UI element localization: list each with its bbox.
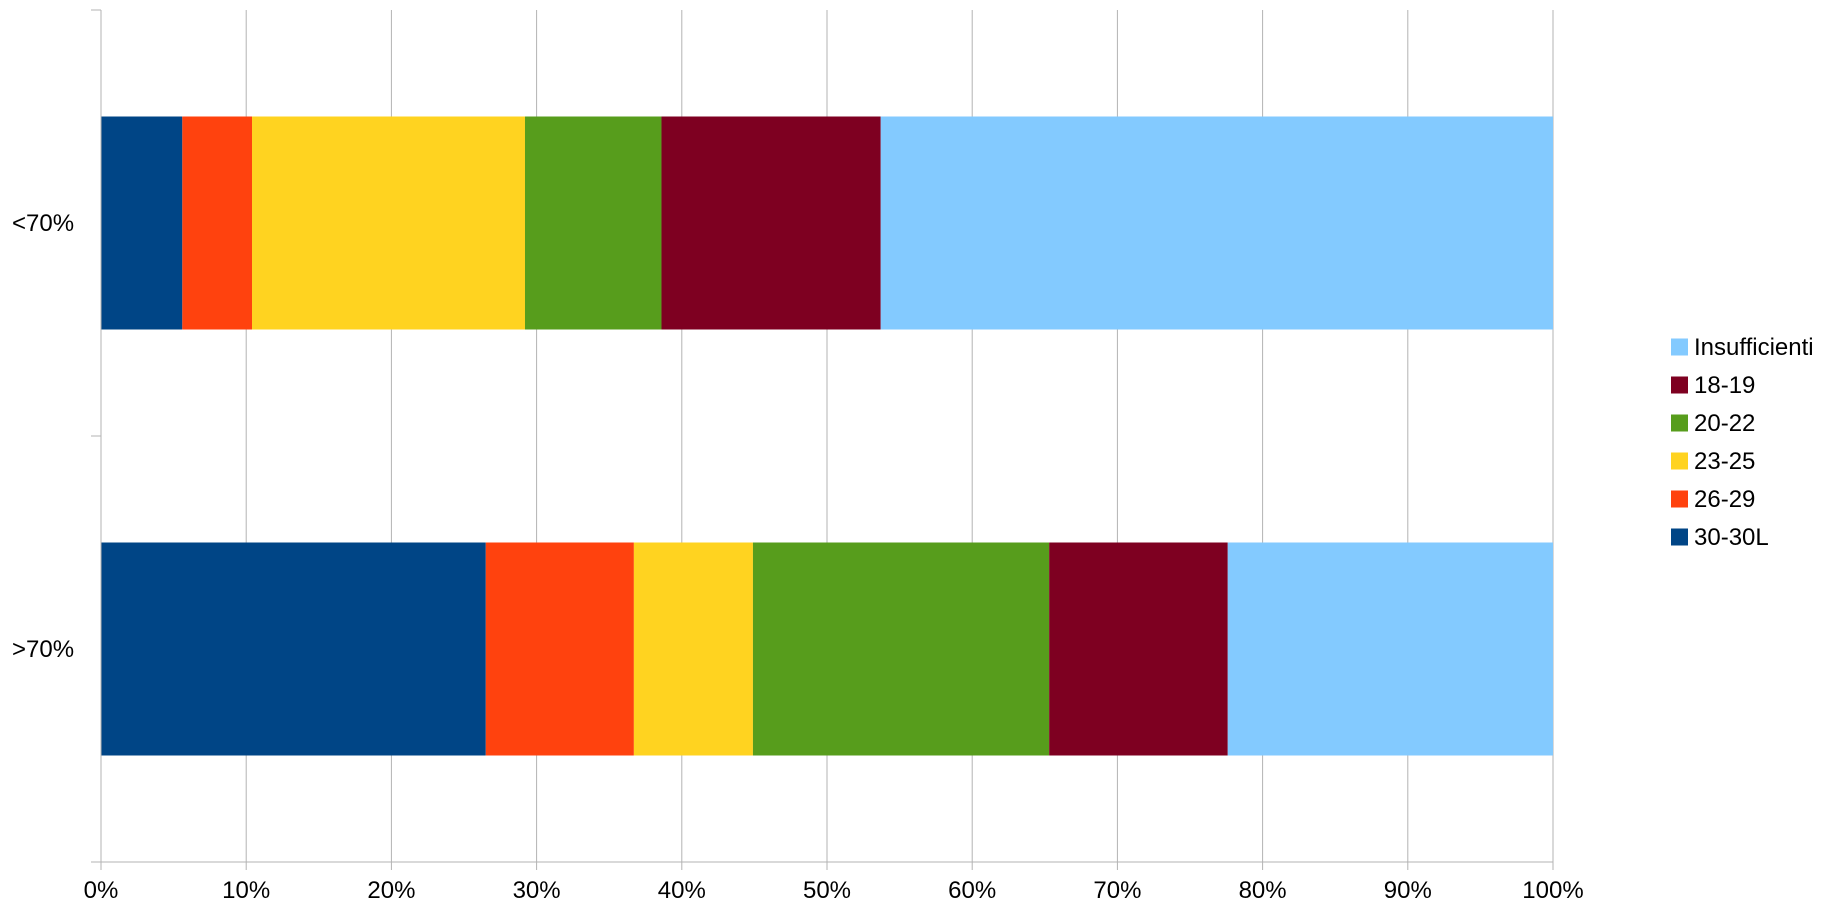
category-label: >70% [12, 636, 74, 663]
legend-swatch [1671, 338, 1688, 356]
bars [101, 116, 1553, 756]
x-tick-label: 10% [222, 877, 270, 904]
bar-segment-23-25 [633, 542, 753, 756]
x-tick-label: 40% [658, 877, 706, 904]
x-tick-label: 90% [1384, 877, 1432, 904]
bar-segment-30-30l [101, 116, 183, 330]
bar-segment-26-29 [182, 116, 253, 330]
bar-segment-insufficienti [1227, 542, 1553, 756]
bar-segment-18-19 [661, 116, 881, 330]
legend-swatch [1671, 376, 1688, 394]
x-tick-label: 30% [513, 877, 561, 904]
legend-label: 23-25 [1694, 448, 1755, 475]
x-tick-label: 60% [948, 877, 996, 904]
bar-segment-18-19 [1049, 542, 1228, 756]
legend-swatch [1671, 452, 1688, 470]
bar-segment-26-29 [485, 542, 634, 756]
legend-swatch [1671, 528, 1688, 546]
x-tick-label: 0% [84, 877, 119, 904]
legend-label: 26-29 [1694, 486, 1755, 513]
legend-label: Insufficienti [1694, 334, 1814, 361]
legend-swatch [1671, 414, 1688, 432]
x-tick-label: 50% [803, 877, 851, 904]
category-label: <70% [12, 210, 74, 237]
y-axis-category-labels: <70% >70% [12, 210, 74, 663]
x-tick-label: 100% [1522, 877, 1583, 904]
bar-segment-insufficienti [880, 116, 1553, 330]
axes [91, 9, 1554, 870]
bar-segment-30-30l [101, 542, 486, 756]
legend-label: 20-22 [1694, 410, 1755, 437]
bar-segment-20-22 [752, 542, 1050, 756]
legend-label: 30-30L [1694, 524, 1769, 551]
bar-segment-23-25 [252, 116, 525, 330]
legend: Insufficienti 18-19 20-22 23-25 26-29 30-30L [1671, 334, 1814, 551]
legend-swatch [1671, 490, 1688, 508]
x-tick-label: 70% [1093, 877, 1141, 904]
x-tick-label: 20% [367, 877, 415, 904]
x-axis-tick-labels: 0% 10% 20% 30% 40% 50% 60% 70% 80% 90% 100% [84, 877, 1584, 904]
bar-segment-20-22 [524, 116, 662, 330]
x-tick-label: 80% [1239, 877, 1287, 904]
legend-label: 18-19 [1694, 372, 1755, 399]
